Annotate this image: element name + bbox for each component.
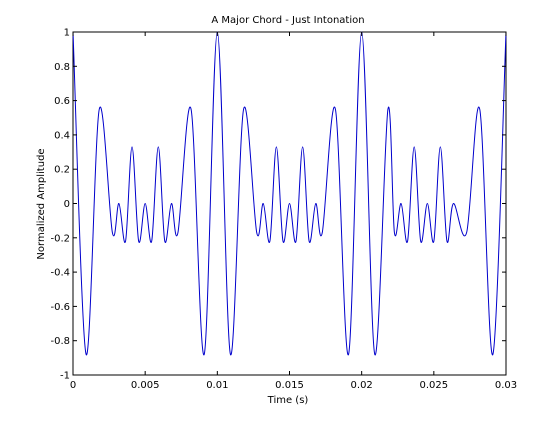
x-tick-label: 0.03 — [495, 380, 517, 391]
x-tick-label: 0.02 — [351, 380, 373, 391]
x-tick-label: 0.005 — [131, 380, 160, 391]
x-axis-label: Time (s) — [267, 395, 309, 406]
x-tick-label: 0.01 — [206, 380, 228, 391]
y-tick-label: -0.4 — [50, 268, 70, 279]
y-tick-label: 1 — [64, 28, 70, 39]
x-axis-ticks: 0 0.005 0.01 0.015 0.02 0.025 0.03 — [70, 32, 517, 391]
y-tick-label: 0.4 — [54, 130, 70, 141]
series-line-0 — [72, 31, 507, 355]
y-tick-label: -0.8 — [50, 336, 70, 347]
x-tick-label: 0 — [70, 380, 76, 391]
y-tick-label: -0.6 — [50, 302, 70, 313]
y-tick-label: 0.2 — [54, 165, 70, 176]
x-tick-label: 0.025 — [420, 380, 449, 391]
y-tick-label: -1 — [60, 371, 70, 382]
y-tick-label: 0.6 — [54, 96, 70, 107]
y-tick-label: 0.8 — [54, 62, 70, 73]
y-axis-label: Normalized Amplitude — [36, 148, 47, 259]
y-tick-label: -0.2 — [50, 233, 70, 244]
plot-area — [72, 31, 507, 376]
x-tick-label: 0.015 — [275, 380, 304, 391]
y-axis-ticks: 1 0.8 0.6 0.4 0.2 0 -0.2 -0.4 -0.6 -0.8 -1 — [50, 28, 506, 382]
y-tick-label: 0 — [64, 199, 70, 210]
chart-title: A Major Chord - Just Intonation — [211, 15, 364, 26]
